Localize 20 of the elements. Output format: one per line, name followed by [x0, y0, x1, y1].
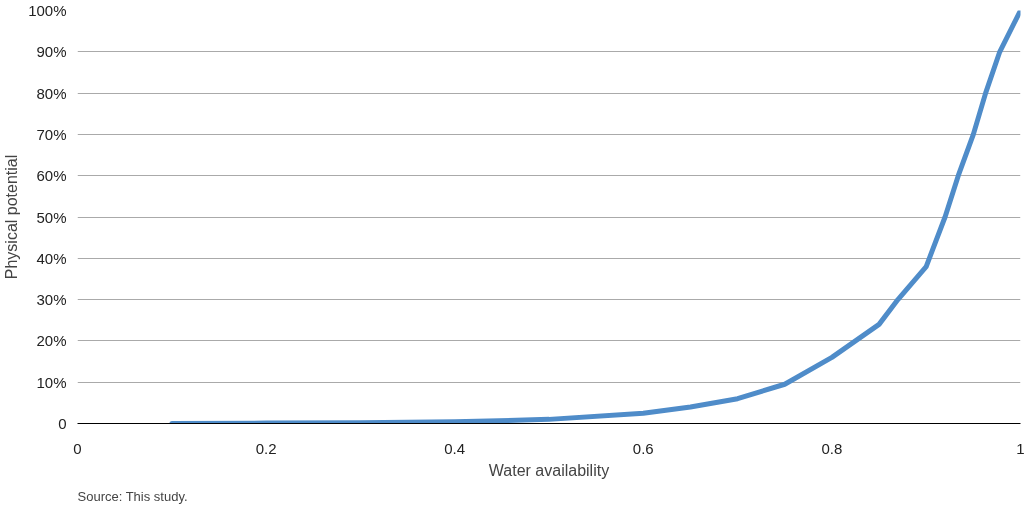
- x-axis-title: Water availability: [488, 461, 610, 479]
- y-tick-label: 0: [58, 415, 67, 432]
- y-axis-title: Physical potential: [3, 154, 21, 280]
- x-tick-label: 0.6: [632, 439, 654, 457]
- y-tick-label: 30%: [36, 291, 67, 309]
- y-tick-label: 80%: [36, 84, 67, 102]
- x-tick-label: 0: [73, 439, 82, 457]
- x-tick-label: 0.2: [255, 439, 277, 457]
- y-tick-label: 70%: [36, 125, 67, 143]
- y-tick-label: 20%: [36, 332, 67, 350]
- x-tick-label: 0.8: [821, 439, 843, 457]
- y-tick-label: 60%: [36, 167, 67, 185]
- y-tick-label: 40%: [36, 249, 67, 267]
- y-tick-label: 90%: [36, 43, 67, 61]
- y-tick-label: 100%: [28, 2, 67, 19]
- y-tick-label: 50%: [36, 208, 67, 226]
- x-tick-label: 0.4: [444, 439, 466, 457]
- source-note: Source: This study.: [77, 488, 188, 504]
- x-tick-label: 1: [1016, 439, 1025, 457]
- y-tick-label: 10%: [36, 373, 67, 391]
